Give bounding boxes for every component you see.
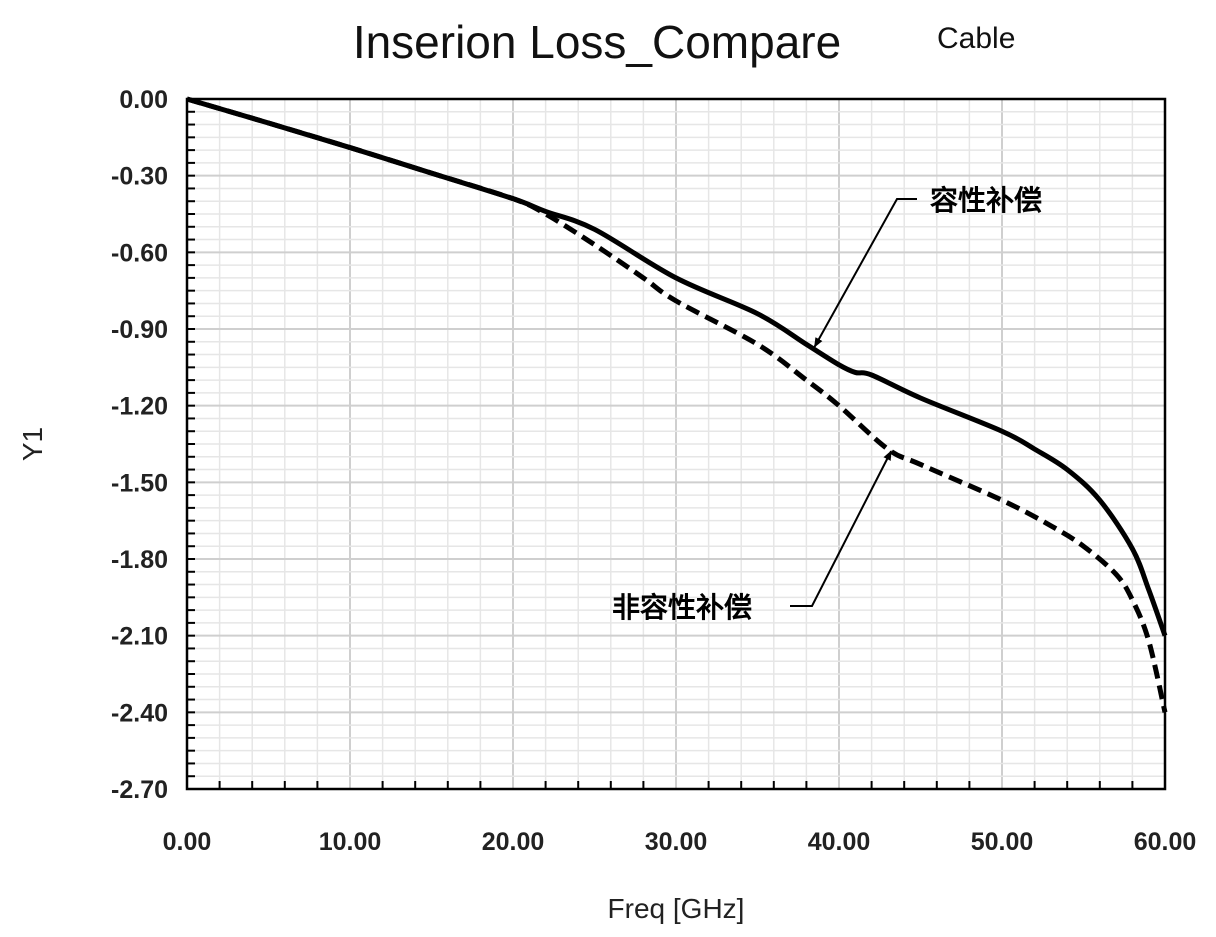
annotation-non-capacitive: 非容性补偿 <box>612 591 752 624</box>
y-tick-label: -0.60 <box>111 239 168 267</box>
y-tick-label: -0.30 <box>111 163 168 191</box>
x-tick-label: 50.00 <box>971 828 1034 856</box>
y-tick-label: -2.40 <box>111 699 168 727</box>
x-tick-label: 60.00 <box>1134 828 1197 856</box>
y-tick-label: -2.70 <box>111 776 168 804</box>
y-tick-label: -1.80 <box>111 546 168 574</box>
x-tick-label: 30.00 <box>645 828 708 856</box>
annotation-leader-capacitive <box>813 198 917 348</box>
y-tick-label: 0.00 <box>119 86 168 114</box>
annotation-leader-non-capacitive <box>790 450 893 607</box>
x-tick-label: 20.00 <box>482 828 545 856</box>
y-tick-label: -0.90 <box>111 316 168 344</box>
ticks: 0.00 10.00 20.00 30.00 40.00 50.00 60.00 0.00 -0… <box>111 86 1196 856</box>
y-tick-label: -1.50 <box>111 469 168 497</box>
annotation-capacitive: 容性补偿 <box>930 184 1042 217</box>
chart-subtitle: Cable <box>937 22 1015 55</box>
y-axis-label: Y1 <box>17 427 48 461</box>
series-layer <box>186 96 1168 713</box>
y-tick-label: -2.10 <box>111 623 168 651</box>
chart-title: Inserion Loss_Compare <box>353 16 841 68</box>
x-axis-label: Freq [GHz] <box>608 893 745 924</box>
annotations: 容性补偿 非容性补偿 <box>612 184 1042 624</box>
y-tick-label: -1.20 <box>111 393 168 421</box>
series-line-non-capacitive <box>186 96 1168 713</box>
x-tick-label: 40.00 <box>808 828 871 856</box>
x-tick-label: 10.00 <box>319 828 382 856</box>
x-tick-label: 0.00 <box>163 828 212 856</box>
